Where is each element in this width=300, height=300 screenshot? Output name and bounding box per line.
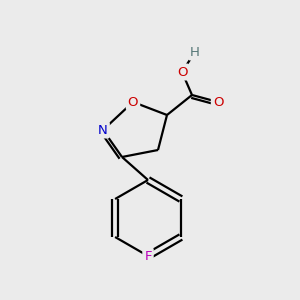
- Text: O: O: [213, 95, 223, 109]
- Text: H: H: [190, 46, 200, 59]
- Text: O: O: [128, 95, 138, 109]
- Text: F: F: [144, 250, 152, 262]
- Text: N: N: [98, 124, 108, 136]
- Text: O: O: [177, 65, 187, 79]
